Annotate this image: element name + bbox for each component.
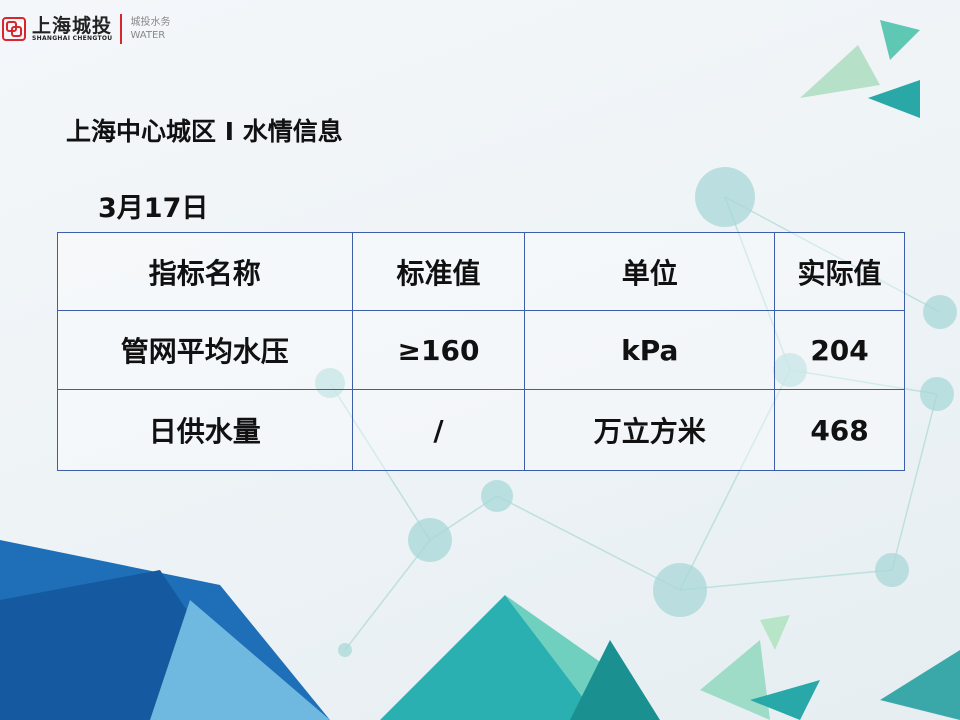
logo-divider xyxy=(120,14,123,44)
header-cell: 标准值 xyxy=(351,232,526,311)
table-row: 日供水量 / 万立方米 468 xyxy=(57,389,905,471)
header-cell: 指标名称 xyxy=(57,232,353,311)
slide-title: 上海中心城区 I 水情信息 xyxy=(66,117,343,146)
table-cell: 468 xyxy=(774,389,905,471)
logo-sub-en: WATER xyxy=(130,30,166,41)
table-cell: 万立方米 xyxy=(524,389,776,471)
table-cell: 日供水量 xyxy=(57,389,353,471)
report-date: 3月17日 xyxy=(98,193,209,224)
logo-name-cn: 上海城投 xyxy=(32,14,113,37)
logo-sub-cn: 城投水务 xyxy=(130,17,171,28)
table-cell: 204 xyxy=(774,310,905,390)
logo-name-en: SHANGHAI CHENGTOU xyxy=(32,34,113,42)
header-cell: 单位 xyxy=(524,232,776,311)
logo-mark-icon xyxy=(2,17,26,41)
header-cell: 实际值 xyxy=(774,232,905,311)
table-header-row: 指标名称 标准值 单位 实际值 xyxy=(57,232,905,311)
table-cell: ≥160 xyxy=(351,310,526,390)
company-logo: 上海城投 SHANGHAI CHENGTOU 城投水务 WATER xyxy=(2,12,170,46)
water-info-table: 指标名称 标准值 单位 实际值 管网平均水压 ≥160 kPa 204 日供水量… xyxy=(57,232,905,471)
table-row: 管网平均水压 ≥160 kPa 204 xyxy=(57,310,905,390)
table-cell: 管网平均水压 xyxy=(57,310,353,390)
table-cell: / xyxy=(351,389,526,471)
table-cell: kPa xyxy=(524,310,776,390)
